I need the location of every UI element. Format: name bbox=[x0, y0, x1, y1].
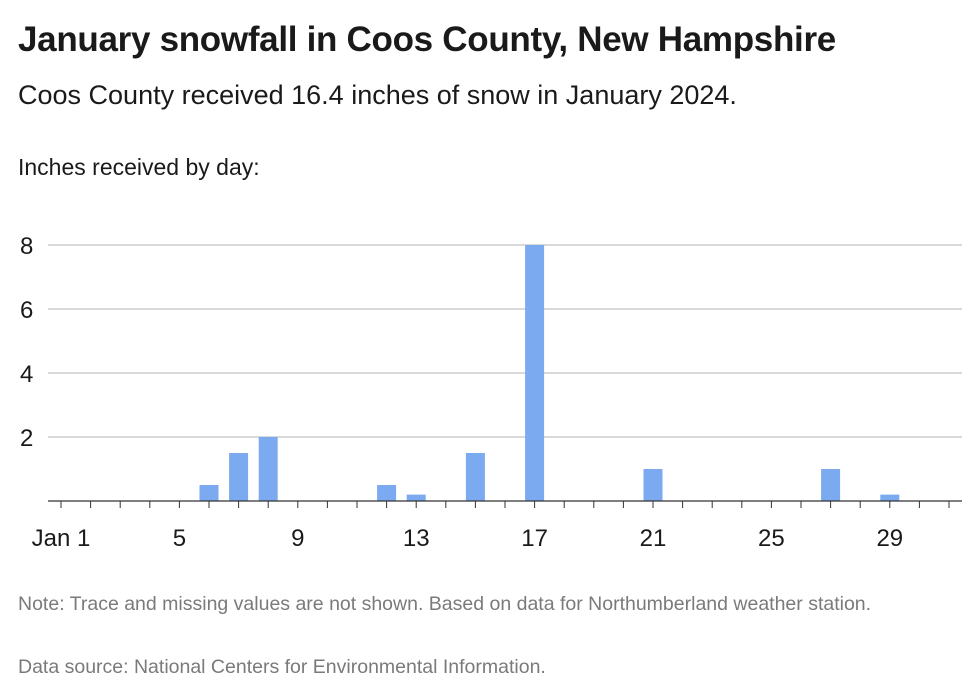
chart-title: January snowfall in Coos County, New Ham… bbox=[18, 20, 836, 59]
bar-day-7 bbox=[229, 453, 249, 501]
y-tick-label: 4 bbox=[20, 361, 33, 388]
bar-day-29 bbox=[880, 494, 900, 501]
x-tick-label: 9 bbox=[291, 525, 304, 552]
y-tick-label: 8 bbox=[20, 233, 33, 260]
chart-subtitle: Coos County received 16.4 inches of snow… bbox=[18, 80, 737, 110]
y-axis-label: Inches received by day: bbox=[18, 154, 260, 180]
bar-day-17 bbox=[525, 245, 545, 501]
chart-note: Note: Trace and missing values are not s… bbox=[18, 593, 872, 615]
bar-day-21 bbox=[643, 469, 663, 501]
x-tick-label: 21 bbox=[640, 525, 667, 552]
y-tick-labels: 2 4 6 8 bbox=[20, 233, 33, 452]
bar-day-6 bbox=[199, 485, 219, 501]
bars bbox=[199, 245, 900, 501]
x-tick-label: 13 bbox=[403, 525, 430, 552]
bar-day-13 bbox=[406, 494, 426, 501]
bar-day-12 bbox=[377, 485, 397, 501]
x-tick-label: Jan 1 bbox=[32, 525, 91, 552]
bar-day-15 bbox=[465, 453, 485, 501]
bar-day-8 bbox=[258, 437, 278, 501]
x-tick-label: 17 bbox=[521, 525, 548, 552]
x-tick-label: 29 bbox=[876, 525, 903, 552]
x-axis bbox=[48, 500, 962, 508]
x-tick-label: 5 bbox=[173, 525, 186, 552]
gridlines bbox=[48, 244, 962, 438]
y-tick-label: 2 bbox=[20, 425, 33, 452]
y-tick-label: 6 bbox=[20, 297, 33, 324]
x-tick-label: 25 bbox=[758, 525, 785, 552]
x-tick-labels: Jan 1 5 9 13 17 21 25 29 bbox=[32, 525, 904, 552]
data-source: Data source: National Centers for Enviro… bbox=[18, 656, 546, 678]
bar-day-27 bbox=[821, 469, 841, 501]
